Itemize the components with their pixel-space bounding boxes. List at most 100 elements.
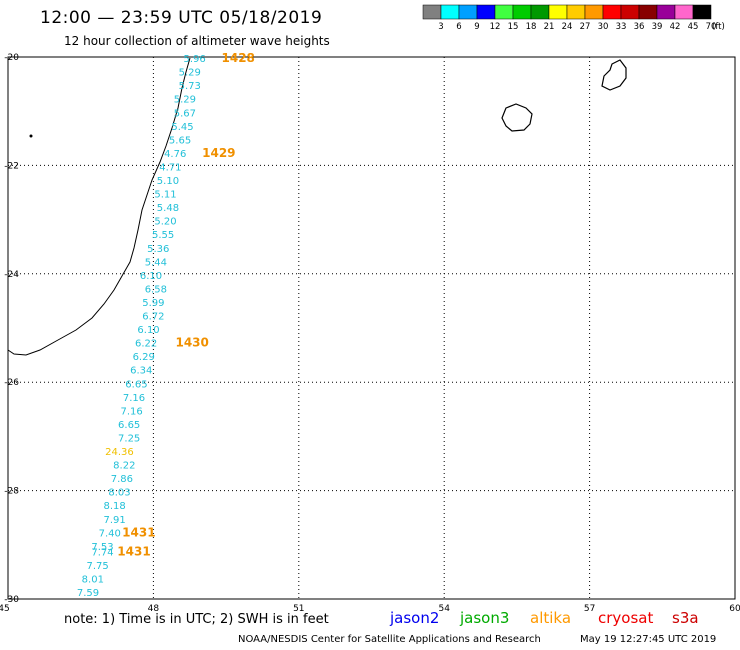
legend-swatch bbox=[494, 4, 514, 20]
footer-credit: NOAA/NESDIS Center for Satellite Applica… bbox=[238, 634, 541, 645]
legend-label: 36 bbox=[634, 22, 645, 32]
x-tick-label: 54 bbox=[438, 604, 450, 614]
legend-label: 15 bbox=[508, 22, 519, 32]
wave-height-label: 6.34 bbox=[130, 366, 152, 377]
wave-height-label: 6.22 bbox=[135, 339, 157, 350]
legend-label: 30 bbox=[598, 22, 609, 32]
axis-ticks: 45 48 51 54 57 60 -20 -22 -24 -26 -28 -30 bbox=[0, 53, 740, 614]
legend-label: 18 bbox=[526, 22, 537, 32]
wave-height-label: 4.76 bbox=[164, 149, 186, 160]
island-reunion bbox=[501, 103, 533, 132]
legend-swatch bbox=[692, 4, 712, 20]
wave-height-label: 7.91 bbox=[103, 515, 125, 526]
legend-swatch bbox=[566, 4, 586, 20]
legend-label: 45 bbox=[688, 22, 699, 32]
wave-height-label: 7.16 bbox=[123, 393, 145, 404]
legend-label: 6 bbox=[456, 22, 461, 32]
y-tick-label: -30 bbox=[4, 595, 19, 605]
wave-height-label: 6.58 bbox=[145, 284, 167, 295]
y-tick-label: -20 bbox=[4, 53, 19, 63]
x-tick-label: 60 bbox=[729, 604, 740, 614]
satellite-jason2: jason2 bbox=[390, 609, 440, 627]
wave-height-label: 5.67 bbox=[174, 108, 196, 119]
y-tick-label: -28 bbox=[4, 487, 19, 497]
x-tick-label: 57 bbox=[584, 604, 595, 614]
wave-height-label: 7.53 bbox=[91, 542, 113, 553]
wave-height-label: 7.40 bbox=[99, 528, 121, 539]
wave-height-label: 7.25 bbox=[118, 433, 140, 444]
wave-height-label: 5.48 bbox=[157, 203, 179, 214]
legend-swatch bbox=[674, 4, 694, 20]
legend-label: 12 bbox=[490, 22, 501, 32]
legend-unit: (ft) bbox=[712, 22, 725, 32]
satellite-altika: altika bbox=[530, 609, 572, 627]
y-tick-label: -22 bbox=[4, 161, 19, 171]
altimeter-track: 5.96 5.29 5.73 5.29 5.67 5.45 5.65 4.76 4.71 5.10… bbox=[77, 54, 206, 599]
y-tick-label: -24 bbox=[4, 270, 19, 280]
wave-height-label: 6.29 bbox=[133, 352, 155, 363]
wave-height-label: 5.29 bbox=[179, 68, 201, 79]
wave-height-label: 8.22 bbox=[113, 461, 135, 472]
legend-swatch bbox=[512, 4, 532, 20]
time-label: 1429 bbox=[202, 146, 235, 160]
wave-height-label: 5.45 bbox=[171, 122, 193, 133]
wave-height-label: 24.36 bbox=[105, 447, 134, 458]
legend-label: 33 bbox=[616, 22, 627, 32]
time-labels: 1428 1429 1430 1431 1431 bbox=[117, 51, 255, 558]
wave-height-label: 7.59 bbox=[77, 588, 99, 599]
page-subtitle: 12 hour collection of altimeter wave hei… bbox=[64, 34, 330, 48]
wave-height-label: 6.10 bbox=[140, 271, 162, 282]
wave-height-label: 5.10 bbox=[157, 176, 179, 187]
wave-height-label: 5.20 bbox=[154, 217, 176, 228]
time-label: 1431 bbox=[122, 525, 155, 539]
wave-height-label: 5.44 bbox=[145, 257, 167, 268]
x-tick-label: 45 bbox=[0, 604, 10, 614]
wave-height-label: 5.99 bbox=[142, 298, 164, 309]
wave-height-label: 7.74 bbox=[91, 547, 113, 558]
wave-height-label: 5.65 bbox=[169, 135, 191, 146]
x-tick-label: 48 bbox=[148, 604, 160, 614]
satellite-s3a: s3a bbox=[672, 609, 699, 627]
legend-swatch bbox=[422, 4, 442, 20]
wave-height-label: 6.10 bbox=[137, 325, 159, 336]
time-label: 1430 bbox=[175, 336, 208, 350]
y-tick-label: -26 bbox=[4, 378, 19, 388]
x-tick-label: 51 bbox=[293, 604, 304, 614]
legend-swatch bbox=[476, 4, 496, 20]
legend-swatch bbox=[584, 4, 604, 20]
legend-label: 24 bbox=[562, 22, 573, 32]
legend-label: 70 bbox=[706, 22, 717, 32]
wave-height-label: 8.18 bbox=[103, 501, 125, 512]
legend-swatch bbox=[458, 4, 478, 20]
legend-swatch bbox=[656, 4, 676, 20]
footer-note: note: 1) Time is in UTC; 2) SWH is in fe… bbox=[64, 612, 329, 627]
legend-swatch bbox=[638, 4, 658, 20]
wave-height-label: 5.29 bbox=[174, 95, 196, 106]
islet bbox=[29, 134, 33, 138]
legend-label: 42 bbox=[670, 22, 681, 32]
legend-label: 39 bbox=[652, 22, 663, 32]
wave-height-label: 5.36 bbox=[147, 244, 169, 255]
wave-height-label: 7.86 bbox=[111, 474, 133, 485]
time-label: 1428 bbox=[222, 51, 255, 65]
legend-label: 9 bbox=[474, 22, 479, 32]
page-title: 12:00 — 23:59 UTC 05/18/2019 bbox=[40, 8, 323, 28]
wave-height-label: 5.55 bbox=[152, 230, 174, 241]
wave-height-label: 8.01 bbox=[82, 574, 104, 585]
wave-height-label: 8.03 bbox=[108, 488, 130, 499]
legend-swatch bbox=[530, 4, 550, 20]
legend-swatch bbox=[620, 4, 640, 20]
wave-height-label: 7.16 bbox=[120, 406, 142, 417]
legend-label: 21 bbox=[544, 22, 555, 32]
legend-label: 27 bbox=[580, 22, 591, 32]
legend-swatch bbox=[548, 4, 568, 20]
wave-height-label: 6.65 bbox=[118, 420, 140, 431]
plot-frame bbox=[7, 56, 736, 600]
wave-height-label: 5.96 bbox=[183, 54, 205, 65]
wave-height-label: 4.71 bbox=[159, 162, 181, 173]
coastline-madagascar bbox=[7, 57, 191, 356]
wave-height-label: 5.73 bbox=[179, 81, 201, 92]
time-label: 1431 bbox=[117, 544, 150, 558]
island-mauritius bbox=[601, 59, 627, 91]
